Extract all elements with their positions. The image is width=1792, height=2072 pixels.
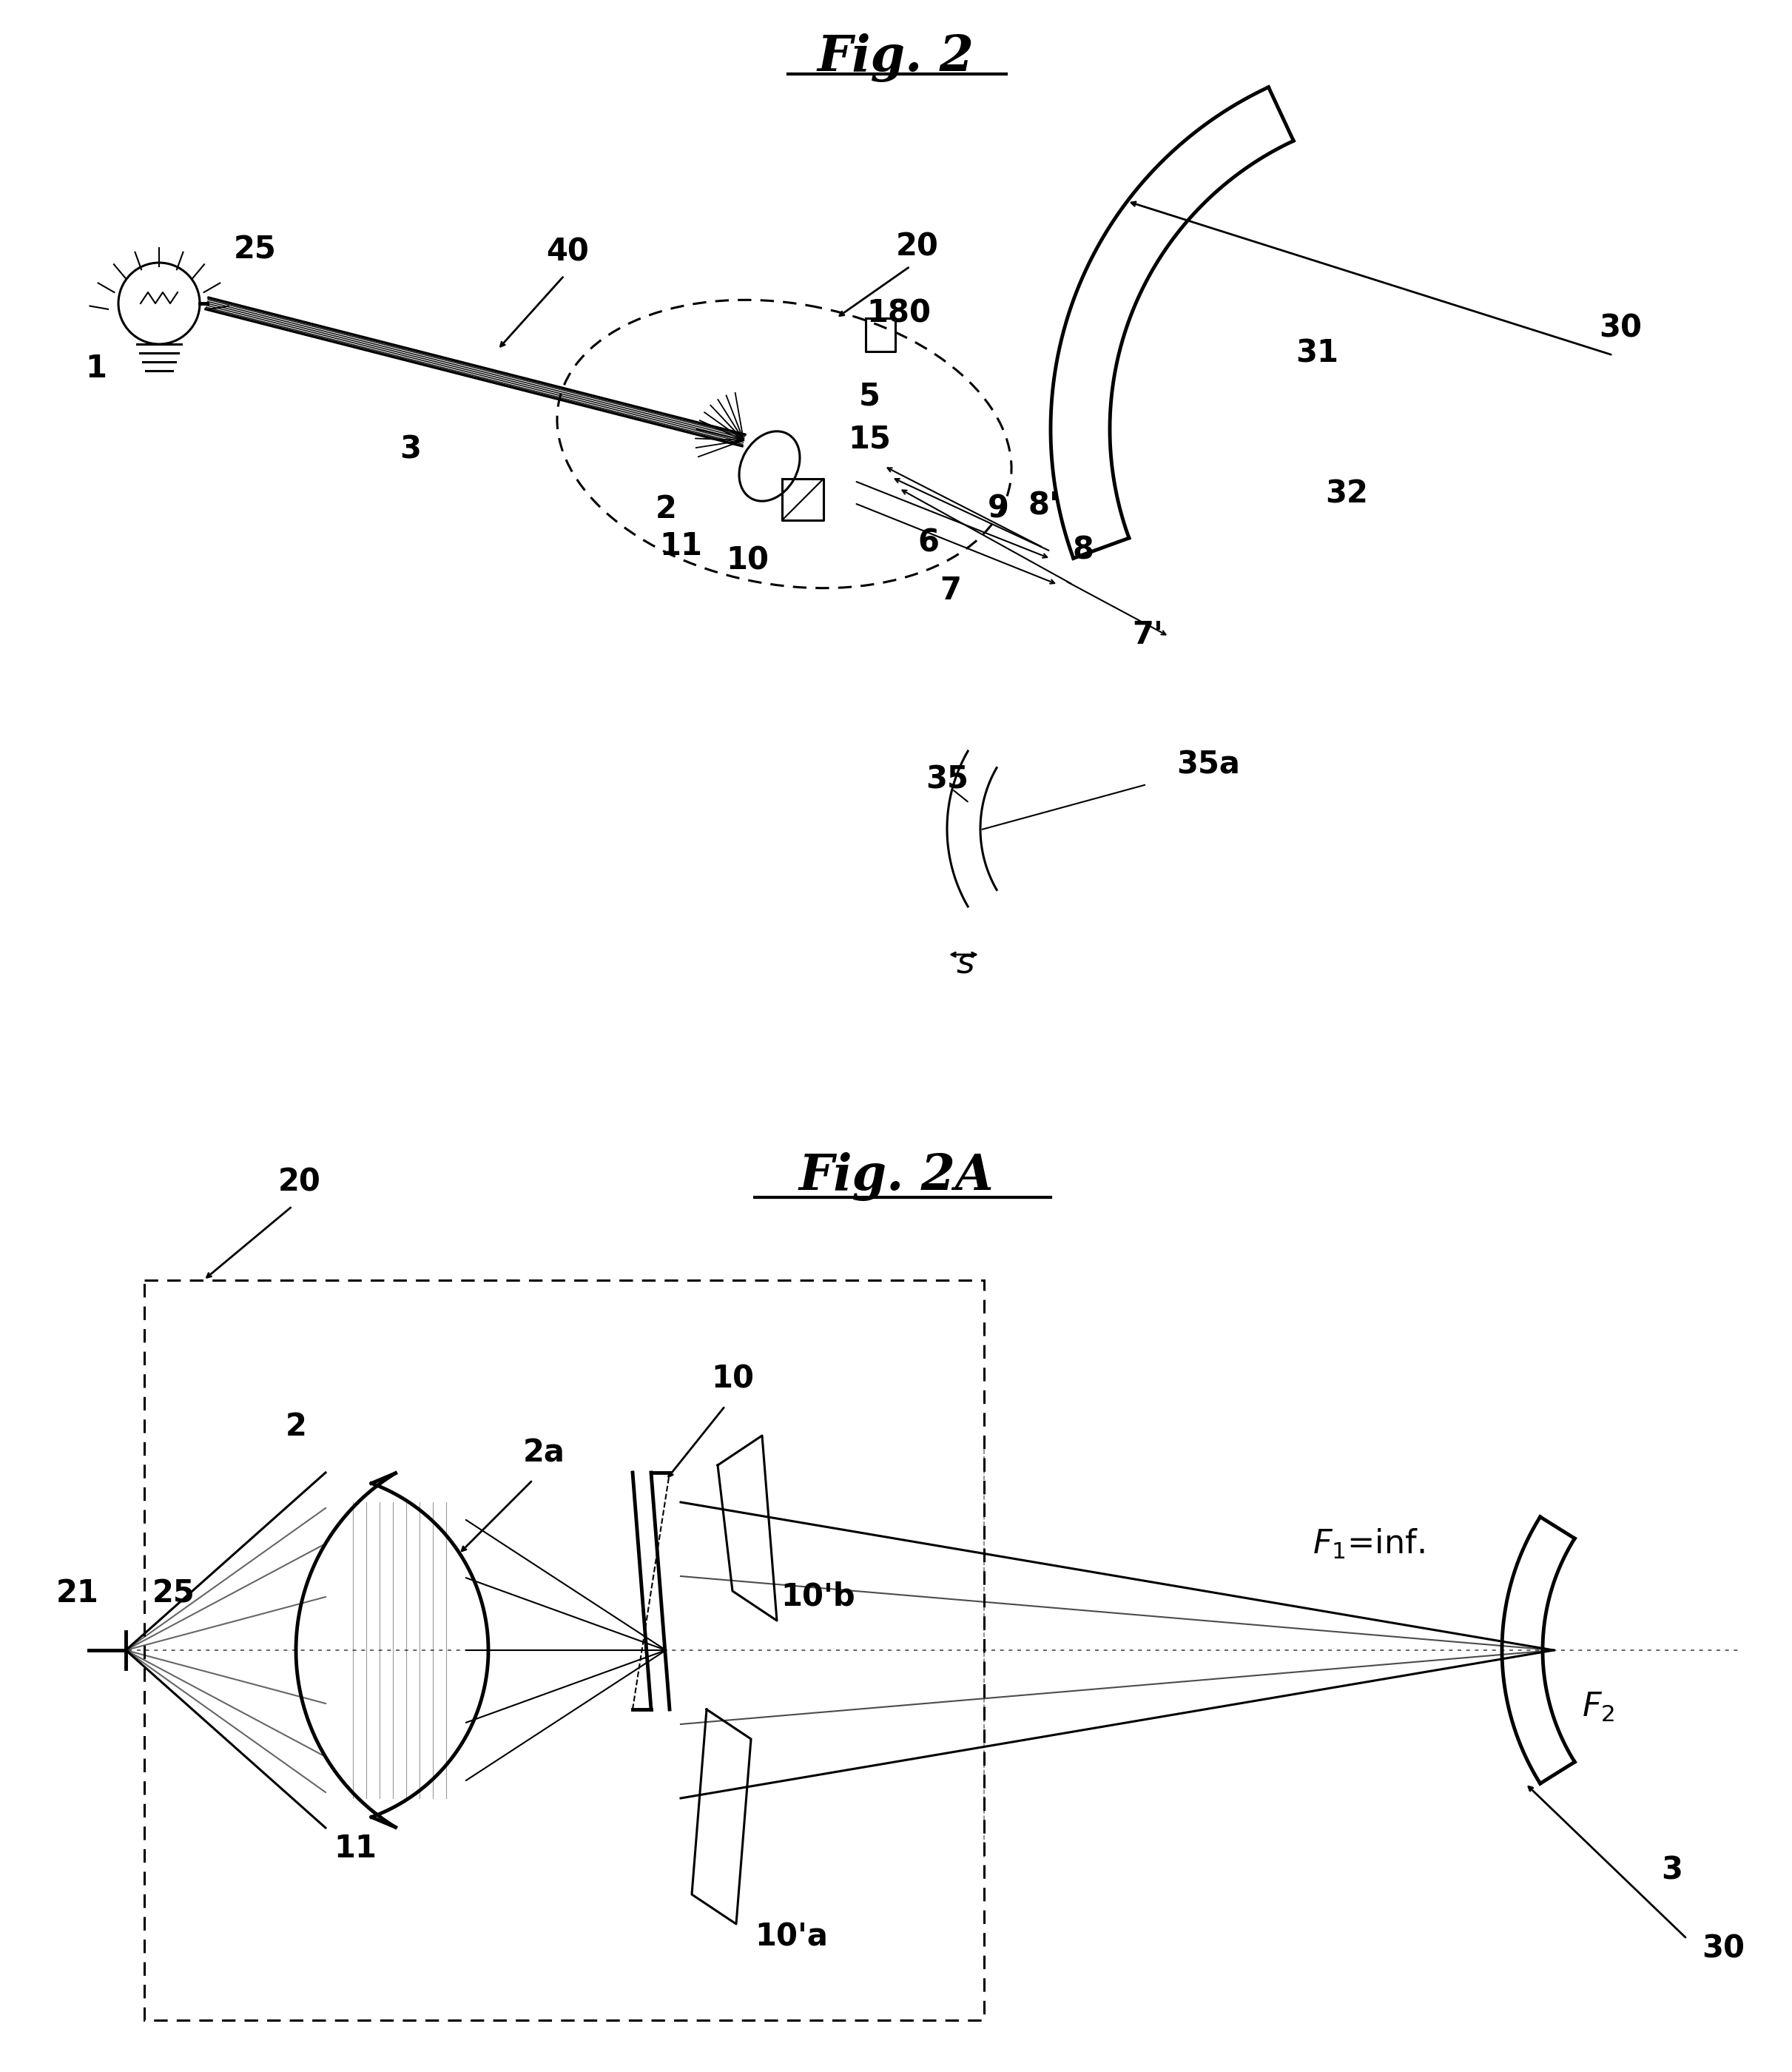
Text: 11: 11 [333,1834,376,1865]
Text: 25: 25 [152,1577,195,1608]
Text: 7': 7' [1133,620,1163,651]
Text: 3: 3 [400,435,421,466]
Text: Fig. 2A: Fig. 2A [799,1152,993,1202]
Text: 21: 21 [56,1577,99,1608]
Text: 2: 2 [285,1411,306,1442]
Text: 10'a: 10'a [754,1923,828,1952]
Text: 35: 35 [926,765,968,796]
Text: 9: 9 [987,493,1009,524]
Text: 180: 180 [867,298,932,329]
Text: 30: 30 [1702,1933,1745,1964]
Text: s: s [957,947,975,980]
Text: 40: 40 [547,236,590,267]
Text: $F_1$=inf.: $F_1$=inf. [1314,1527,1425,1560]
Text: 2a: 2a [523,1438,564,1469]
Text: 31: 31 [1296,338,1339,369]
Text: 1: 1 [86,352,108,383]
Text: 6: 6 [918,526,939,557]
Text: 8: 8 [1073,535,1095,566]
Text: 2: 2 [656,493,677,524]
Text: 3: 3 [1661,1854,1683,1886]
Text: 7: 7 [939,574,961,605]
Text: 8': 8' [1029,489,1059,520]
Text: 20: 20 [278,1167,321,1198]
Text: Fig. 2: Fig. 2 [817,33,975,83]
Text: 10'b: 10'b [781,1581,855,1612]
Text: 10: 10 [726,545,769,576]
Text: 35a: 35a [1176,748,1240,779]
Text: 15: 15 [848,423,891,454]
Text: 25: 25 [235,234,276,265]
Text: 32: 32 [1324,479,1367,510]
Text: 20: 20 [896,230,939,261]
Text: 10: 10 [711,1363,754,1394]
Bar [145,1280,984,2020]
Text: 30: 30 [1598,313,1641,344]
Text: $F_2$: $F_2$ [1582,1691,1615,1724]
Text: 5: 5 [858,381,880,412]
Text: 11: 11 [659,530,702,562]
